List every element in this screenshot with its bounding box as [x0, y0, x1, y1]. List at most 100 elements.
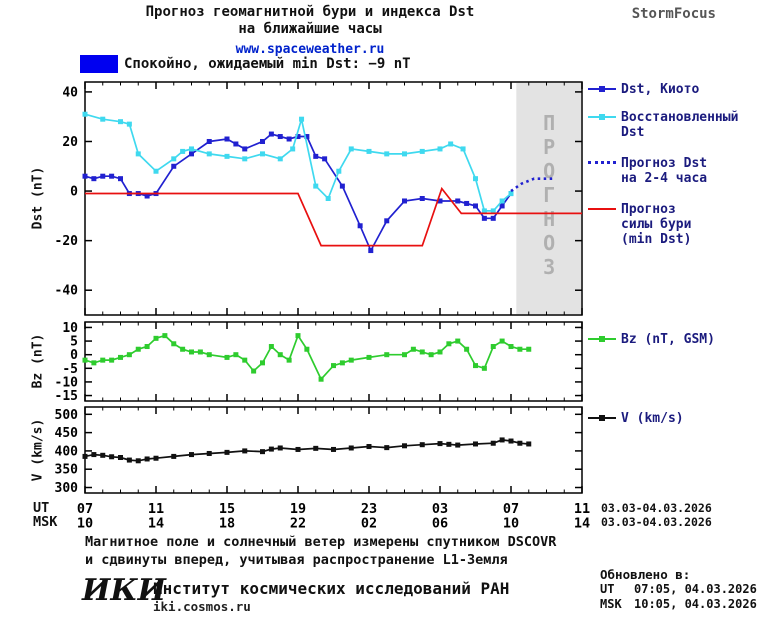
legend-forecast-dst-label: Прогноз Dst на 2-4 часа [621, 156, 708, 186]
series-marker [277, 352, 283, 358]
series-marker [295, 134, 301, 140]
page-title-line1: Прогноз геомагнитной бури и индекса Dst [145, 4, 475, 20]
series-marker [508, 438, 514, 444]
series-marker [473, 203, 478, 209]
series-marker [437, 198, 443, 204]
series-marker [135, 458, 141, 464]
series-marker [366, 148, 372, 154]
page-title-line2: на ближайшие часы [238, 21, 382, 37]
series-line-0-2 [510, 177, 556, 193]
series-marker [348, 146, 354, 152]
series-marker [82, 173, 88, 179]
series-marker [171, 163, 177, 169]
updated-title: Обновлено в: [600, 567, 691, 582]
series-marker [109, 454, 115, 460]
legend-dst-kyoto-label: Dst, Киото [621, 82, 700, 97]
series-marker [82, 111, 88, 117]
iki-link[interactable]: iki.cosmos.ru [153, 599, 251, 614]
series-marker [313, 153, 319, 159]
series-marker [135, 346, 141, 352]
series-marker [348, 445, 354, 451]
series-marker [448, 141, 454, 147]
series-marker [242, 448, 248, 454]
ut-tick-label: 19 [290, 501, 306, 517]
series-marker [277, 445, 283, 451]
series-line-1-0 [84, 333, 529, 381]
y-tick-label: 450 [55, 426, 79, 441]
series-marker [357, 223, 363, 229]
y-tick-label: 20 [62, 135, 78, 150]
data-source-note-line1: Магнитное поле и солнечный ветер измерен… [85, 534, 557, 550]
bz-marker-icon [588, 334, 616, 345]
series-marker [517, 346, 523, 352]
y-tick-label: -10 [55, 375, 79, 390]
series-marker [460, 146, 466, 152]
series-marker [490, 440, 496, 446]
series-marker [206, 138, 212, 144]
y-tick-label: -20 [55, 234, 79, 249]
updated-ut-row: UT 07:05, 04.03.2026 [600, 582, 757, 597]
legend-restored-dst: Восстановленный Dst [588, 110, 738, 140]
series-marker [339, 360, 345, 366]
series-marker [481, 365, 487, 371]
charts-canvas: П Р О Г Н О З40200-20-401050-5-10-155004504003… [55, 81, 590, 532]
series-marker [331, 363, 336, 369]
series-marker [295, 446, 301, 452]
series-marker [100, 452, 106, 458]
data-source-note-line2: и сдвинуты вперед, учитывая распростране… [85, 552, 508, 568]
y-tick-label: 0 [70, 348, 78, 363]
series-marker [290, 146, 296, 152]
series-marker [118, 354, 123, 360]
v-marker-icon [588, 413, 616, 424]
series-marker [499, 338, 505, 344]
series-marker [144, 456, 150, 462]
series-marker [233, 352, 239, 358]
series-marker [206, 151, 212, 157]
y-tick-label: 10 [62, 321, 78, 336]
series-marker [318, 376, 324, 382]
series-marker [171, 156, 177, 162]
ut-tick-label: 03 [432, 501, 448, 517]
series-marker [490, 215, 496, 221]
legend-bz-label: Bz (nT, GSM) [621, 332, 715, 347]
series-marker [277, 134, 283, 140]
ut-axis-word: UT [33, 500, 50, 516]
series-marker [473, 363, 478, 369]
series-marker [331, 446, 336, 452]
updated-ut-label: UT [600, 582, 615, 596]
forecast-dst-marker-icon [588, 158, 616, 169]
series-marker [384, 445, 390, 451]
series-marker [428, 352, 434, 358]
series-marker [126, 121, 132, 127]
brand-label: StormFocus [631, 6, 716, 22]
series-marker [464, 346, 470, 352]
series-marker [299, 116, 305, 122]
ut-tick-label: 11 [148, 501, 164, 517]
series-marker [446, 341, 452, 347]
series-marker [508, 344, 514, 350]
series-marker [526, 441, 532, 447]
spaceweather-link[interactable]: www.spaceweather.ru [235, 42, 385, 57]
series-marker [224, 354, 230, 360]
series-marker [286, 357, 292, 363]
series-marker [91, 452, 97, 458]
series-marker [82, 357, 88, 363]
series-marker [153, 168, 159, 174]
status-color-swatch [80, 55, 118, 73]
v-axis-label: V (km/s) [30, 418, 46, 482]
series-line-2-0 [84, 439, 529, 462]
y-tick-label: -15 [55, 389, 78, 404]
series-marker [91, 176, 97, 182]
series-marker [118, 119, 123, 125]
series-marker [313, 183, 319, 189]
restored-dst-marker-icon [588, 112, 616, 123]
forecast-region [516, 83, 581, 314]
series-marker [526, 346, 532, 352]
series-marker [402, 151, 407, 157]
series-marker [325, 196, 331, 201]
series-marker [189, 452, 194, 458]
series-marker [100, 357, 106, 363]
series-marker [242, 357, 248, 363]
series-marker [153, 335, 159, 341]
